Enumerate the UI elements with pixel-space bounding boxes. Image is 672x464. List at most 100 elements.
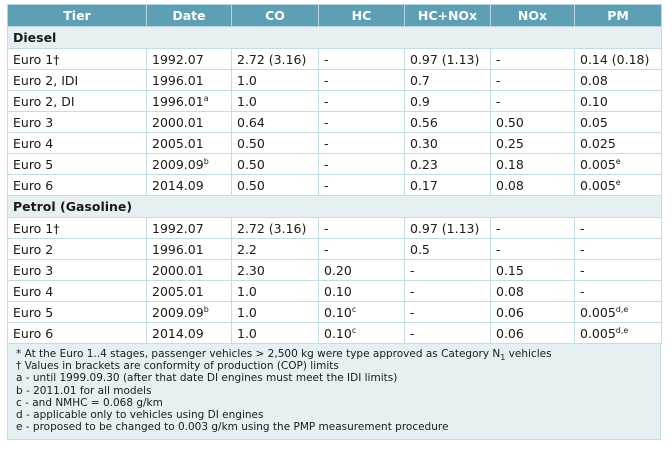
cell-nox: 0.06 — [490, 301, 575, 323]
footnote-star-text: * At the Euro 1..4 stages, passenger veh… — [16, 348, 501, 360]
cell-pm-value: 0.005 — [580, 156, 616, 172]
cell-tier-value: Euro 5 — [13, 304, 54, 320]
cell-co-value: 1.0 — [237, 72, 257, 88]
cell-co: 0.50 — [231, 174, 319, 196]
cell-nox-value: 0.50 — [496, 114, 524, 130]
cell-hc-nox-value: 0.23 — [410, 156, 438, 172]
cell-hc-value: 0.20 — [324, 262, 352, 278]
footnote-d: d - applicable only to vehicles using DI… — [16, 409, 264, 422]
cell-co: 1.0 — [231, 280, 319, 302]
cell-hc-nox-value: 0.56 — [410, 114, 438, 130]
cell-nox-value: 0.18 — [496, 156, 524, 172]
cell-hc-nox: 0.97 (1.13) — [404, 217, 491, 239]
cell-hc: - — [318, 111, 405, 133]
cell-hc-value: - — [324, 220, 329, 236]
cell-hc-nox: 0.97 (1.13) — [404, 48, 491, 70]
cell-nox: 0.08 — [490, 174, 575, 196]
footnote-a: a - until 1999.09.30 (after that date DI… — [16, 372, 398, 385]
cell-pm: 0.05 — [574, 111, 662, 133]
cell-tier-value: Euro 3 — [13, 114, 54, 130]
cell-date: 2014.09 — [146, 322, 232, 344]
cell-date: 1996.01 — [146, 238, 232, 260]
emission-standards-table: Tier Date CO HC HC+NOx NOx PM Diesel Euro… — [7, 4, 662, 344]
cell-pm-value: 0.08 — [580, 72, 608, 88]
cell-date: 1992.07 — [146, 48, 232, 70]
cell-hc-nox: 0.5 — [404, 238, 491, 260]
header-co: CO — [231, 4, 319, 27]
footnote-star-subscript: 1 — [500, 353, 506, 363]
cell-tier: Euro 2 — [7, 238, 147, 260]
cell-hc-value: - — [324, 72, 329, 88]
cell-tier: Euro 6 — [7, 322, 147, 344]
cell-tier-value: Euro 2, DI — [13, 93, 75, 109]
cell-tier: Euro 2, IDI — [7, 69, 147, 91]
cell-date-value: 2005.01 — [152, 135, 204, 151]
cell-co-value: 0.50 — [237, 135, 265, 151]
table-row: Euro 4 2005.01 0.50 - 0.30 0.25 0.025 — [7, 132, 662, 154]
cell-co-value: 0.64 — [237, 114, 265, 130]
cell-pm-value: 0.10 — [580, 93, 608, 109]
cell-co: 0.64 — [231, 111, 319, 133]
header-nox: NOx — [490, 4, 575, 27]
cell-date-value: 2000.01 — [152, 262, 204, 278]
cell-hc-nox-value: 0.97 (1.13) — [410, 51, 480, 67]
cell-nox-value: - — [496, 72, 501, 88]
cell-co-value: 0.50 — [237, 177, 265, 193]
cell-hc-value: 0.10 — [324, 304, 352, 320]
cell-tier: Euro 2, DI — [7, 90, 147, 112]
cell-hc-nox: 0.9 — [404, 90, 491, 112]
cell-date-footnote-marker: b — [203, 156, 209, 166]
cell-hc-nox-value: - — [410, 283, 415, 299]
table-row: Euro 1† 1992.07 2.72 (3.16) -0.97 (1.13) - - — [7, 217, 662, 239]
cell-pm: 0.14 (0.18) — [574, 48, 662, 70]
cell-pm: - — [574, 280, 662, 302]
table-row: Euro 2 1996.01 2.2 - 0.5 - - — [7, 238, 662, 260]
cell-nox: 0.15 — [490, 259, 575, 281]
cell-co-value: 1.0 — [237, 325, 257, 341]
cell-tier: Euro 4 — [7, 280, 147, 302]
cell-nox: - — [490, 48, 575, 70]
cell-hc: 0.20 — [318, 259, 405, 281]
cell-nox: 0.08 — [490, 280, 575, 302]
cell-co: 0.50 — [231, 132, 319, 154]
footnotes: * At the Euro 1..4 stages, passenger veh… — [7, 344, 661, 441]
cell-hc-nox-value: - — [410, 304, 415, 320]
cell-pm-value: 0.005 — [580, 177, 616, 193]
cell-hc: - — [318, 174, 405, 196]
cell-date-value: 1992.07 — [152, 51, 204, 67]
cell-pm-footnote-marker: d,e — [615, 304, 629, 314]
table-row: Euro 4 2005.01 1.0 0.10 - 0.08 - — [7, 280, 662, 302]
cell-co: 2.2 — [231, 238, 319, 260]
cell-hc-value: - — [324, 93, 329, 109]
cell-nox: 0.25 — [490, 132, 575, 154]
footnote-c: c - and NMHC = 0.068 g/km — [16, 396, 163, 409]
cell-tier-value: Euro 2, IDI — [13, 72, 79, 88]
footnote-star-suffix: vehicles — [505, 348, 552, 360]
cell-pm-value: 0.025 — [580, 135, 616, 151]
cell-pm-footnote-marker: e — [615, 177, 621, 187]
cell-date-footnote-marker: b — [203, 304, 209, 314]
cell-tier-value: Euro 4 — [13, 135, 54, 151]
table-row: Euro 6 2014.09 1.0 0.10c -0.06 0.005d,e — [7, 322, 662, 344]
cell-tier: Euro 4 — [7, 132, 147, 154]
cell-pm-value: 0.14 (0.18) — [580, 51, 650, 67]
header-date: Date — [146, 4, 232, 27]
cell-pm-value: 0.005 — [580, 304, 616, 320]
table-row: Euro 1† 1992.07 2.72 (3.16) -0.97 (1.13) -0.… — [7, 48, 662, 70]
cell-hc-value: 0.10 — [324, 283, 352, 299]
cell-tier-value: Euro 4 — [13, 283, 54, 299]
table-row: Euro 6 2014.09 0.50 - 0.17 0.08 0.005e — [7, 174, 662, 196]
header-row: Tier Date CO HC HC+NOx NOx PM — [7, 4, 662, 27]
cell-nox-value: 0.06 — [496, 304, 524, 320]
cell-pm: 0.10 — [574, 90, 662, 112]
cell-pm-value: - — [580, 262, 585, 278]
cell-hc: - — [318, 238, 405, 260]
cell-pm-value: - — [580, 241, 585, 257]
cell-tier: Euro 5 — [7, 153, 147, 175]
cell-hc: 0.10 — [318, 280, 405, 302]
cell-date: 1996.01a — [146, 90, 232, 112]
table-row: Euro 3 2000.01 0.64 - 0.56 0.50 0.05 — [7, 111, 662, 133]
cell-tier: Euro 3 — [7, 111, 147, 133]
cell-pm-value: 0.005 — [580, 325, 616, 341]
cell-date-value: 2009.09 — [152, 156, 204, 172]
